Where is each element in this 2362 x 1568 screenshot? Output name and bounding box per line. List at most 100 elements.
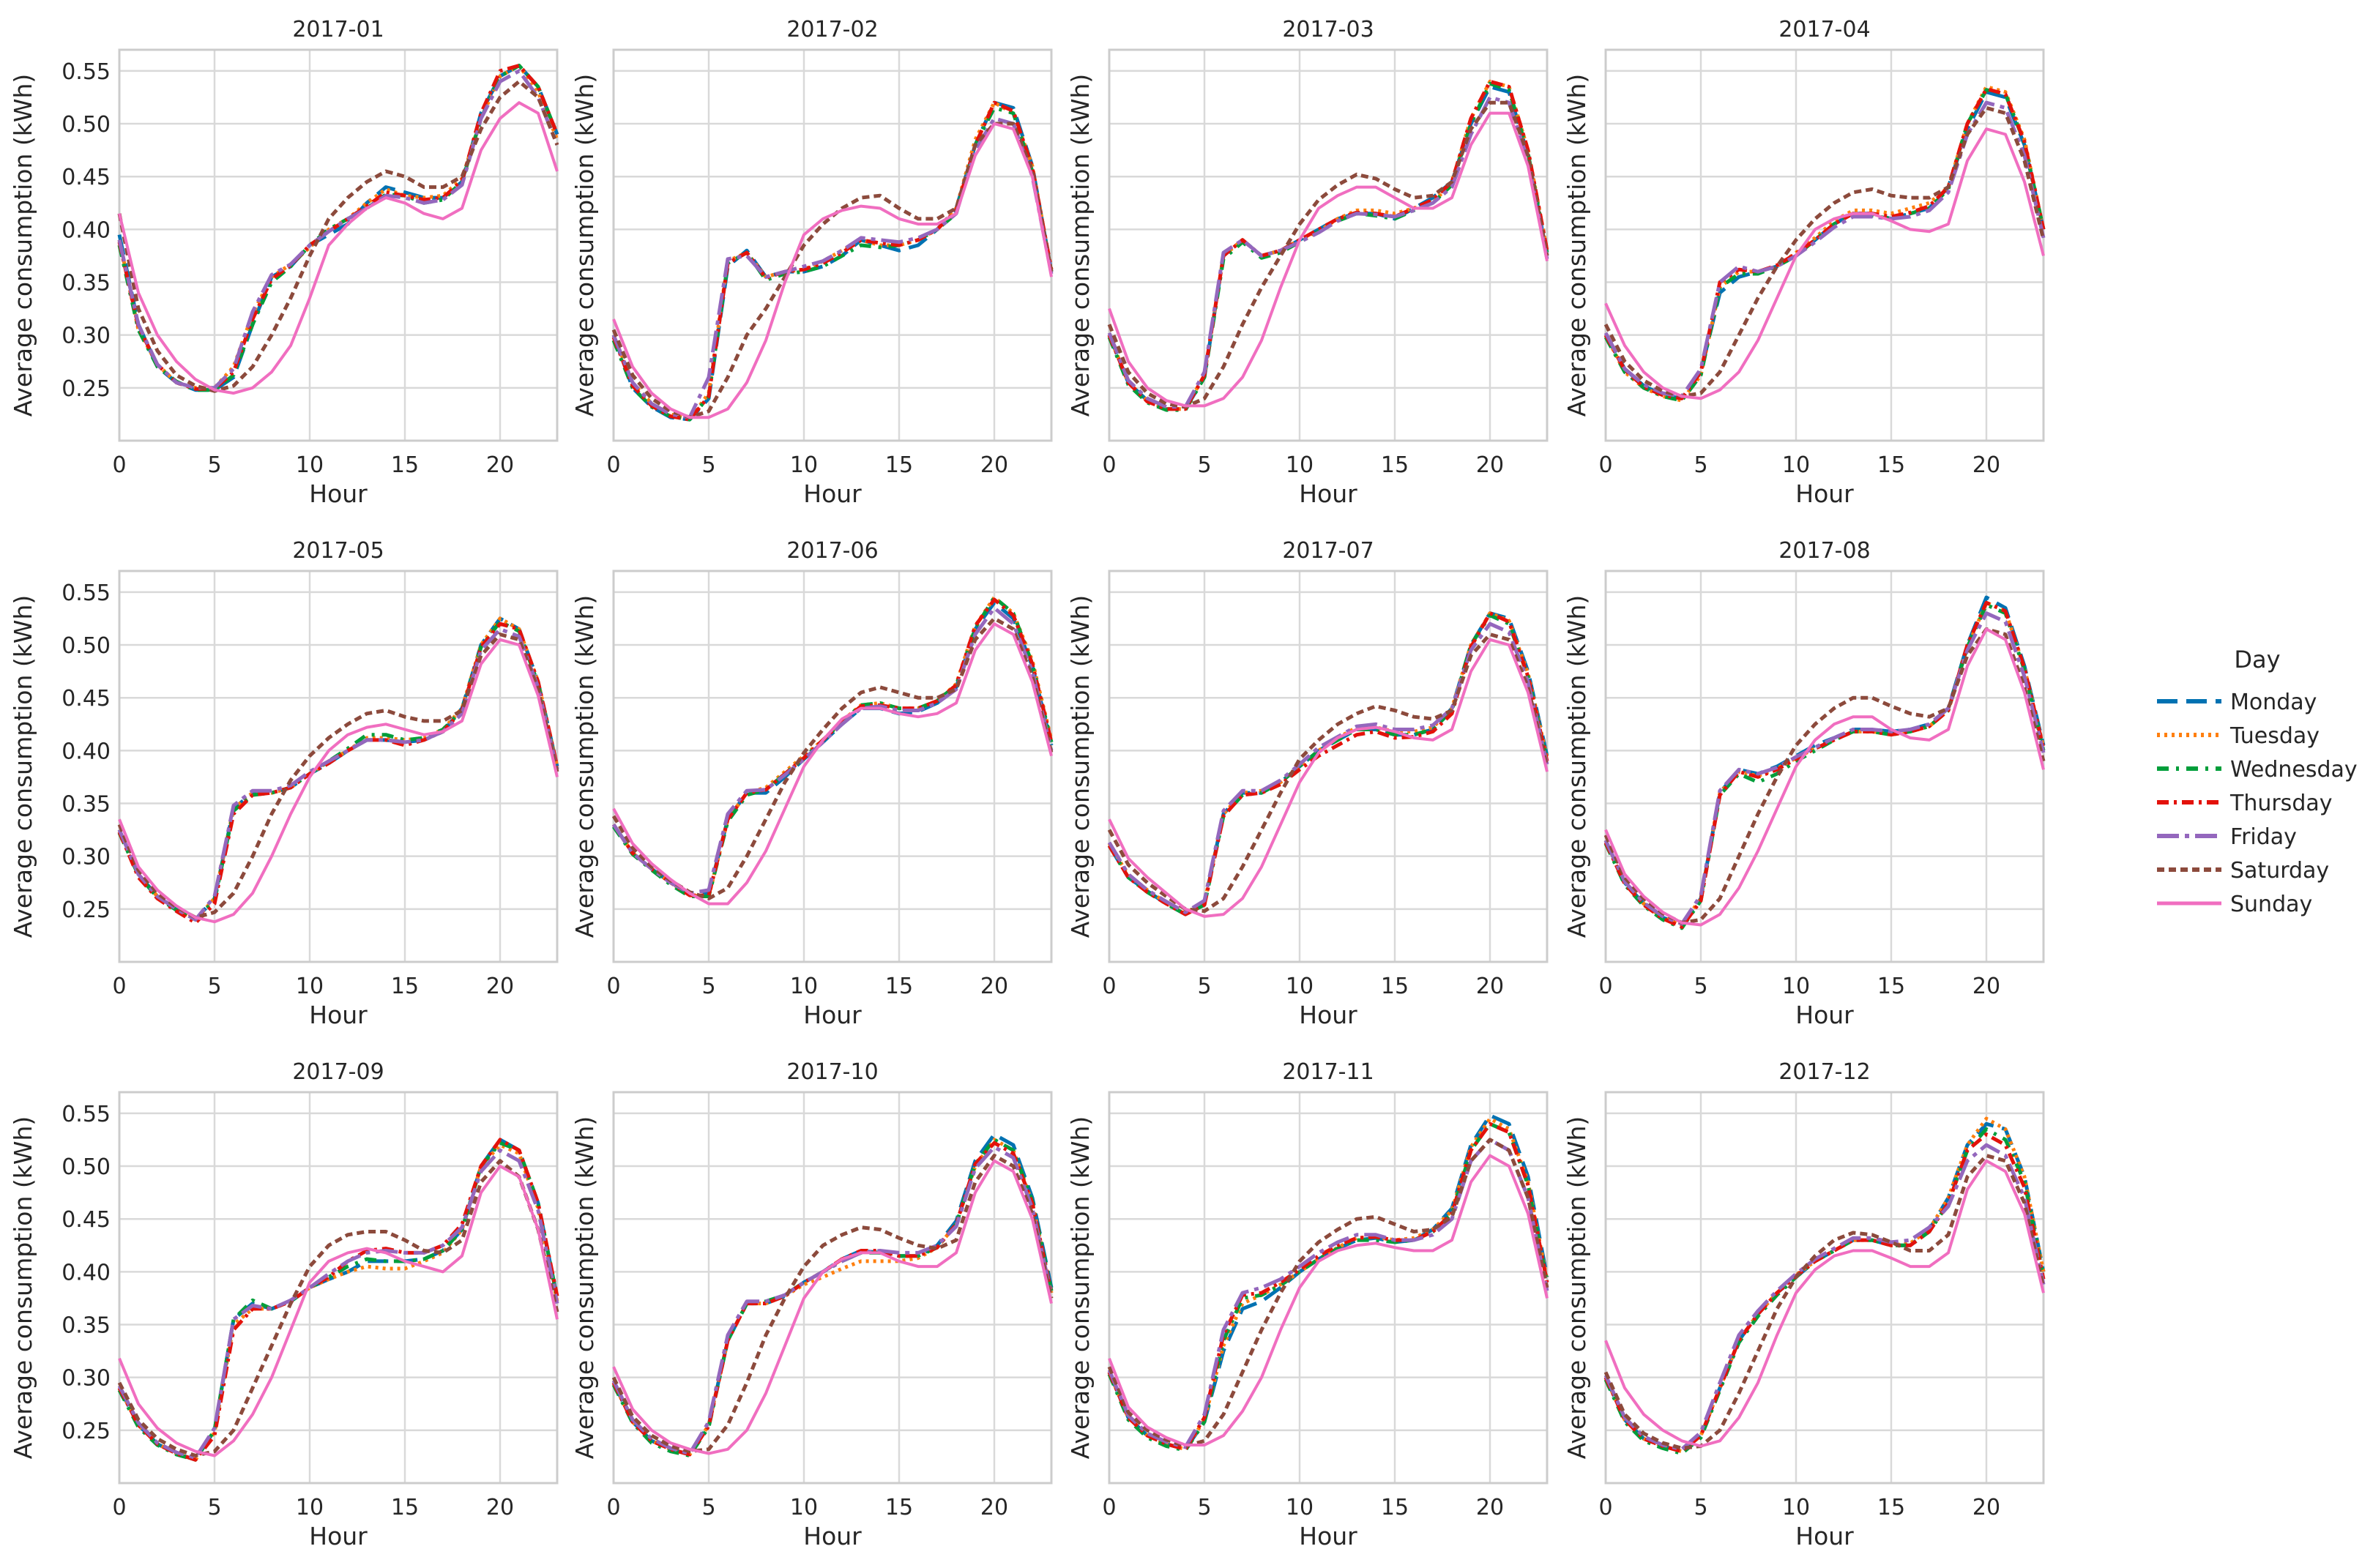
legend-item: Saturday <box>2157 858 2329 884</box>
x-tick-label: 10 <box>790 974 818 999</box>
legend-label: Tuesday <box>2229 723 2320 749</box>
y-tick-label: 0.35 <box>62 271 111 296</box>
x-tick-label: 15 <box>1381 1495 1409 1520</box>
series-line-saturday <box>1107 100 1549 409</box>
y-tick-label: 0.50 <box>62 633 111 659</box>
x-tick-label: 15 <box>1877 1495 1905 1520</box>
plot-frame <box>612 570 1053 963</box>
x-tick-label: 20 <box>486 1495 514 1520</box>
x-tick-label: 0 <box>1598 452 1612 478</box>
series-line-sunday <box>1604 627 2045 927</box>
series-line-friday <box>117 69 559 390</box>
chart-panel: 2017-06 0 5 10 15 20 Hour Average consumption (… <box>570 538 1054 1029</box>
chart-panel: 2017-12 0 5 10 15 20 Hour Average consumption (… <box>1562 1059 2046 1550</box>
series-line-wednesday <box>611 595 1054 898</box>
x-axis-label: Hour <box>803 1522 862 1550</box>
x-tick-label: 20 <box>1972 1495 2000 1520</box>
x-tick-label: 15 <box>391 452 419 478</box>
x-axis-label: Hour <box>803 1001 862 1029</box>
series-line-friday <box>1603 611 2046 926</box>
y-tick-label: 0.45 <box>62 686 111 712</box>
y-tick-label: 0.35 <box>62 792 111 818</box>
series-line-friday <box>1107 95 1549 409</box>
x-axis-label: Hour <box>309 479 368 508</box>
series-line-saturday <box>1603 1154 2046 1450</box>
x-axis-label: Hour <box>1299 479 1357 508</box>
series-line-wednesday <box>117 1140 559 1462</box>
x-tick-label: 5 <box>207 1495 221 1520</box>
x-tick-label: 5 <box>1694 1495 1707 1520</box>
series-line-wednesday <box>1603 1127 2046 1456</box>
x-tick-label: 20 <box>1972 452 2000 478</box>
y-axis-label: Average consumption (kWh) <box>1066 74 1095 417</box>
x-tick-label: 15 <box>885 974 913 999</box>
x-tick-label: 0 <box>606 974 620 999</box>
x-tick-label: 15 <box>1877 452 1905 478</box>
series-line-friday <box>1603 1143 2046 1452</box>
x-tick-label: 15 <box>885 452 913 478</box>
x-tick-label: 10 <box>790 1495 818 1520</box>
series-line-tuesday <box>1603 85 2046 403</box>
series-line-saturday <box>1107 1138 1549 1448</box>
series-line-thursday <box>1107 79 1549 411</box>
x-tick-label: 15 <box>391 1495 419 1520</box>
series-line-friday <box>611 1145 1054 1456</box>
x-tick-label: 5 <box>1694 974 1707 999</box>
x-tick-label: 20 <box>486 974 514 999</box>
series-line-tuesday <box>1107 1116 1549 1452</box>
legend-label: Saturday <box>2230 858 2329 884</box>
x-tick-label: 5 <box>207 974 221 999</box>
series-line-wednesday <box>611 105 1054 422</box>
panel-title: 2017-09 <box>292 1059 384 1085</box>
panel-title: 2017-02 <box>786 17 878 42</box>
panel-title: 2017-08 <box>1778 538 1870 564</box>
series-line-thursday <box>611 100 1054 422</box>
series-line-monday <box>611 600 1054 895</box>
series-line-friday <box>117 627 559 922</box>
y-tick-label: 0.40 <box>62 739 111 764</box>
legend-label: Monday <box>2230 690 2317 715</box>
y-tick-label: 0.55 <box>62 1102 111 1127</box>
series-line-sunday <box>1604 127 2045 400</box>
series-line-sunday <box>612 1159 1053 1455</box>
series-line-monday <box>611 100 1054 422</box>
series-line-monday <box>1107 1113 1549 1452</box>
y-axis-label: Average consumption (kWh) <box>9 1116 37 1460</box>
x-tick-label: 10 <box>1782 1495 1810 1520</box>
x-axis-label: Hour <box>803 479 862 508</box>
y-axis-label: Average consumption (kWh) <box>1562 74 1591 417</box>
series-line-wednesday <box>117 619 559 922</box>
series-line-wednesday <box>1107 1121 1549 1452</box>
legend-item: Friday <box>2157 824 2297 850</box>
plot-frame <box>1604 570 2045 963</box>
legend-item: Monday <box>2157 690 2317 715</box>
legend: Day Monday Tuesday Wednesday Thursday Friday S… <box>2157 646 2358 917</box>
y-axis-label: Average consumption (kWh) <box>570 1116 599 1460</box>
legend-item: Thursday <box>2157 791 2333 816</box>
series-line-thursday <box>1603 86 2046 400</box>
y-tick-label: 0.40 <box>62 1260 111 1285</box>
y-axis-label: Average consumption (kWh) <box>1562 1116 1591 1460</box>
x-tick-label: 0 <box>112 1495 126 1520</box>
x-axis-label: Hour <box>1299 1001 1357 1029</box>
series-line-saturday <box>117 79 559 393</box>
series-line-monday <box>1603 90 2046 400</box>
x-tick-label: 5 <box>1197 1495 1211 1520</box>
x-axis-label: Hour <box>1795 1001 1854 1029</box>
series-line-sunday <box>1108 638 1549 918</box>
chart-panel: 2017-11 0 5 10 15 20 Hour Average consumption (… <box>1066 1059 1549 1550</box>
series-line-sunday <box>612 122 1053 419</box>
y-axis-label: Average consumption (kWh) <box>9 74 37 417</box>
x-tick-label: 15 <box>1381 452 1409 478</box>
x-tick-label: 20 <box>980 452 1008 478</box>
series-line-monday <box>1603 1121 2046 1454</box>
series-line-thursday <box>117 1138 559 1462</box>
x-tick-label: 10 <box>296 974 324 999</box>
series-line-monday <box>611 1132 1054 1457</box>
series-line-sunday <box>1108 1154 1549 1446</box>
x-axis-label: Hour <box>1795 479 1854 508</box>
panel-title: 2017-04 <box>1778 17 1870 42</box>
series-line-sunday <box>1108 111 1549 408</box>
y-tick-label: 0.55 <box>62 59 111 85</box>
chart-panel: 2017-02 0 5 10 15 20 Hour Average consumption (… <box>570 17 1054 508</box>
